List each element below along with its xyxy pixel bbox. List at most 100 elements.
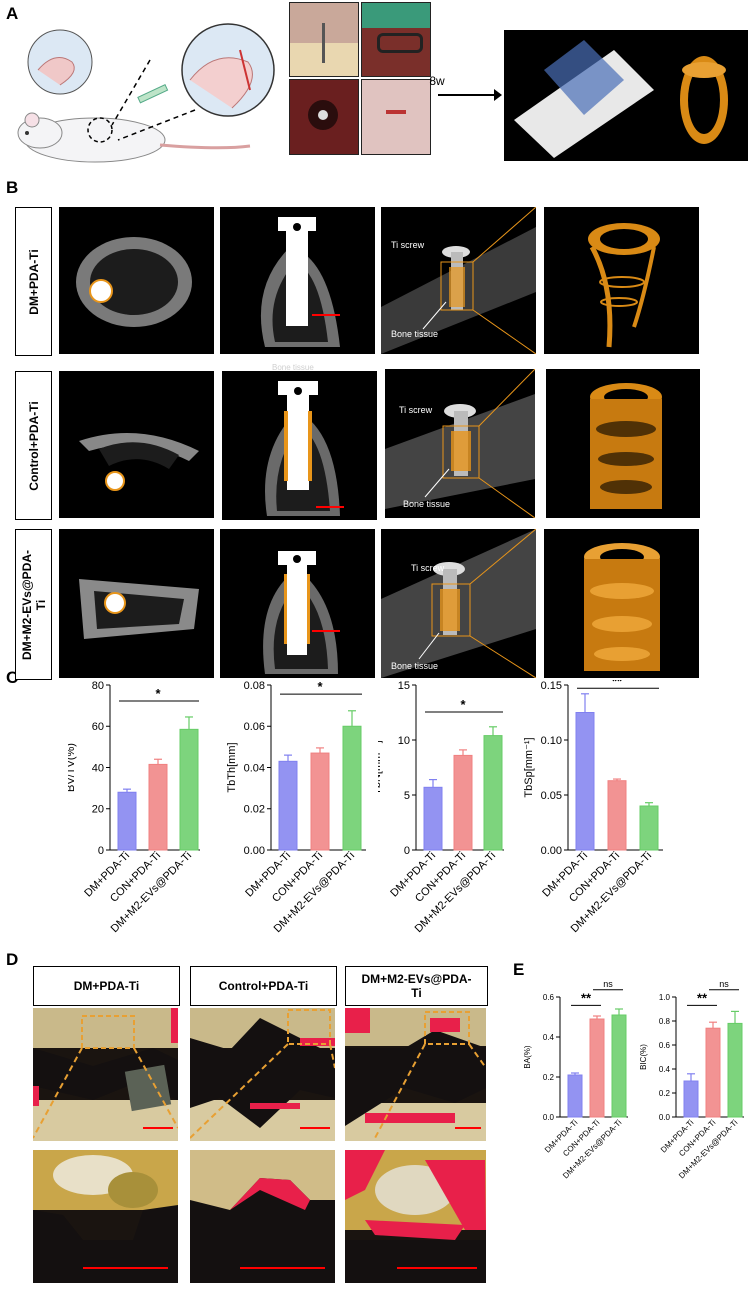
y-tick-label: 40 [92, 762, 104, 774]
significance-label: ns [603, 979, 613, 989]
3d-screw-dm: Ti screw Bone tissue [381, 207, 536, 354]
bone-tissue-label: Bone tissue [391, 329, 439, 339]
arrow-right-icon [438, 89, 502, 101]
y-tick-label: 0.8 [659, 1017, 671, 1026]
surgery-photo-1 [289, 2, 359, 77]
y-tick-label: 0.4 [543, 1033, 555, 1042]
y-tick-label: 0.05 [541, 790, 562, 802]
cross-section-control [59, 371, 214, 518]
3d-screw-control: Ti screw Bone tissue [385, 369, 535, 518]
surgery-photo-3 [289, 79, 359, 155]
chart-tbn: 051015TbN[mm⁻¹]DM+PDA-TiCON+PDA-TiDM+M2-… [378, 680, 504, 935]
y-tick-label: 0.15 [541, 680, 562, 692]
bar [342, 725, 362, 851]
bar [705, 1027, 721, 1118]
time-label: 8w [429, 74, 445, 88]
y-axis-label: TbTh[mm] [226, 742, 238, 792]
y-tick-label: 0 [404, 845, 410, 857]
y-tick-label: 0.10 [541, 735, 562, 747]
row-label-dm-pda-ti: DM+PDA-Ti [15, 207, 52, 356]
y-tick-label: 20 [92, 804, 104, 816]
bar [310, 752, 330, 851]
bar [607, 780, 627, 851]
significance-label: ns [719, 979, 729, 989]
longitudinal-section-m2 [220, 529, 375, 678]
y-tick-label: 0.4 [659, 1065, 671, 1074]
y-axis-label: BV/TV(%) [68, 743, 77, 792]
3d-bone-m2 [544, 529, 699, 678]
bar [423, 786, 443, 851]
y-tick-label: 0.04 [244, 762, 265, 774]
y-tick-label: 0.06 [244, 721, 265, 733]
cross-section-m2 [59, 529, 214, 678]
y-axis-label: TbSp[mm⁻¹] [523, 737, 535, 797]
y-tick-label: 10 [398, 735, 410, 747]
row-label-control-pda-ti: Control+PDA-Ti [15, 371, 52, 520]
y-tick-label: 0 [98, 845, 104, 857]
y-axis-label: BA(%) [523, 1045, 532, 1068]
y-tick-label: 0.2 [659, 1089, 671, 1098]
histology-dm [33, 1008, 178, 1141]
header-control-pda-ti: Control+PDA-Ti [190, 966, 337, 1006]
significance-label: ** [612, 680, 623, 688]
bar [117, 791, 137, 851]
significance-label: * [155, 686, 161, 701]
histology-dm-zoom [33, 1150, 178, 1283]
chart-ba: 0.00.20.40.6BA(%)DM+PDA-TiCON+PDA-TiDM+M… [523, 979, 628, 1180]
chart-bvtv: 020406080BV/TV(%)DM+PDA-TiCON+PDA-TiDM+M… [68, 680, 200, 935]
chart-bic: 0.00.20.40.60.81.0BIC(%)DM+PDA-TiCON+PDA… [639, 979, 744, 1180]
histology-control [190, 1008, 335, 1141]
y-tick-label: 0.6 [543, 993, 555, 1002]
y-tick-label: 15 [398, 680, 410, 692]
y-tick-label: 5 [404, 790, 410, 802]
ti-screw-label-2: Ti screw [399, 405, 433, 415]
y-tick-label: 0.0 [543, 1113, 555, 1122]
bar [683, 1080, 699, 1118]
y-tick-label: 0.2 [543, 1073, 555, 1082]
bone-tissue-label-3: Bone tissue [391, 661, 439, 671]
panel-label-a: A [6, 4, 19, 23]
header-dm-pda-ti: DM+PDA-Ti [33, 966, 180, 1006]
y-tick-label: 0.08 [244, 680, 265, 692]
3d-bone-control [546, 369, 700, 518]
ti-screw-label: Ti screw [391, 240, 425, 250]
chart-tbth: 0.000.020.040.060.08TbTh[mm]DM+PDA-TiCON… [226, 680, 366, 935]
ti-screw-label-3: Ti screw [411, 563, 445, 573]
y-tick-label: 60 [92, 721, 104, 733]
histology-m2-zoom [345, 1150, 486, 1283]
surgery-photo-4 [361, 79, 431, 155]
mouse-illustration [17, 23, 275, 163]
y-tick-label: 1.0 [659, 993, 671, 1002]
y-tick-label: 0.6 [659, 1041, 671, 1050]
bone-tissue-label-2: Bone tissue [403, 499, 451, 509]
row-label-dm-m2-evs-pda-ti: DM+M2-EVs@PDA- Ti [15, 529, 52, 680]
3d-screw-m2: Ti screw Bone tissue [381, 529, 536, 678]
3d-bone-dm [544, 207, 699, 354]
bar [727, 1022, 743, 1118]
histology-m2 [345, 1008, 486, 1141]
bar [639, 805, 659, 851]
bar [179, 728, 199, 851]
bar [589, 1018, 605, 1118]
chart-tbsp: 0.000.050.100.15TbSp[mm⁻¹]DM+PDA-TiCON+P… [523, 680, 663, 935]
faint-label: Bone tissue [272, 363, 314, 372]
histology-control-zoom [190, 1150, 335, 1283]
significance-label: * [460, 697, 466, 712]
panel-label-d: D [6, 950, 19, 969]
longitudinal-section-dm [220, 207, 375, 354]
y-tick-label: 0.00 [244, 845, 265, 857]
significance-label: * [317, 680, 323, 694]
significance-label: ** [581, 990, 592, 1005]
y-tick-label: 80 [92, 680, 104, 692]
bar [278, 760, 298, 851]
header-dm-m2-evs-pda-ti: DM+M2-EVs@PDA- Ti [345, 966, 488, 1006]
bar [575, 712, 595, 851]
y-tick-label: 0.02 [244, 804, 265, 816]
significance-label: ** [697, 990, 708, 1005]
panel-label-b: B [6, 178, 19, 197]
y-tick-label: 0.00 [541, 845, 562, 857]
surgery-photo-2 [361, 2, 431, 77]
bar [611, 1014, 627, 1118]
bar [483, 735, 503, 851]
y-tick-label: 0.0 [659, 1113, 671, 1122]
